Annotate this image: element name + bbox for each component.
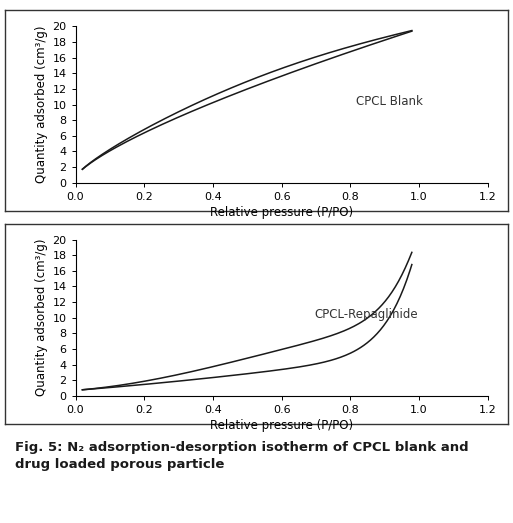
Text: Fig. 5: N₂ adsorption-desorption isotherm of CPCL blank and
drug loaded porous p: Fig. 5: N₂ adsorption-desorption isother… [15, 441, 469, 471]
